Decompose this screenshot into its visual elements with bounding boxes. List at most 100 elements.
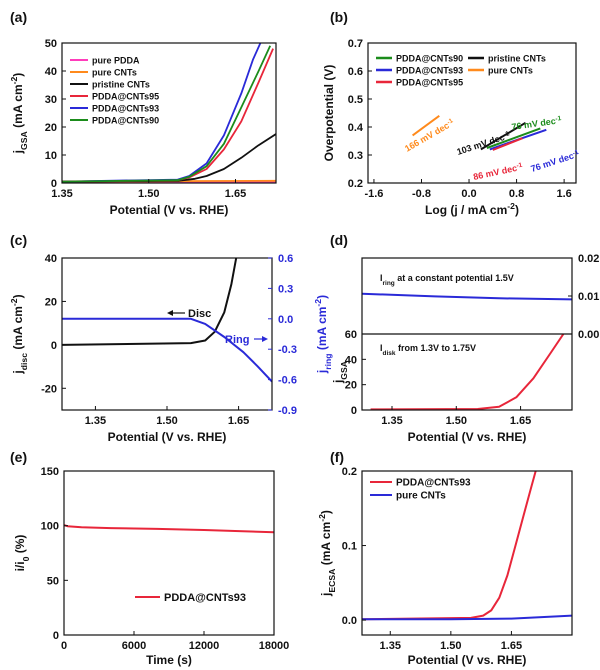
- x-axis-label: Time (s): [146, 653, 192, 667]
- x-axis-label: Potential (V vs. RHE): [108, 430, 227, 444]
- x-axis-tick-label: 1.35: [51, 188, 72, 200]
- x-axis-label: Log (j / mA cm-2): [425, 201, 519, 217]
- series-line: [362, 614, 572, 621]
- x-axis-tick-label: 1.65: [510, 415, 531, 427]
- y-axis-tick-label: 150: [41, 466, 59, 478]
- slope-annotation: 76 mV dec-1: [529, 148, 580, 174]
- legend-label: PDDA@CNTs90: [396, 54, 463, 64]
- legend-label: pure PDDA: [92, 56, 140, 66]
- y-axis-tick-label: 0: [53, 630, 59, 642]
- y-axis-top-tick-label: 0.01: [578, 291, 599, 303]
- legend-label: pristine CNTs: [488, 54, 546, 64]
- legend-label: pure CNTs: [488, 66, 533, 76]
- x-axis-tick-label: -1.6: [364, 188, 383, 200]
- x-axis-tick-label: 1.35: [380, 640, 401, 652]
- y-axis-tick-label: 10: [45, 150, 57, 162]
- y-axis-right-tick-label: -0.3: [278, 344, 297, 356]
- x-axis-tick-label: 1.50: [440, 640, 461, 652]
- y-axis-right-tick-label: 0.0: [278, 314, 293, 326]
- legend-label: pristine CNTs: [92, 80, 150, 90]
- panel-label: (a): [10, 9, 27, 25]
- x-axis-tick-label: 1.65: [228, 415, 249, 427]
- y-axis-tick-label: 30: [45, 94, 57, 106]
- ring-annotation: Iring at a constant potential 1.5V: [380, 273, 514, 287]
- panel-f: (f) 1.35 1.50 1.65 0.0 0.1 0.2 Potential (V vs.…: [317, 449, 573, 667]
- series-line: [492, 137, 523, 151]
- y-axis-tick-label: 50: [45, 38, 57, 50]
- legend-label: PDDA@CNTs93: [396, 66, 463, 76]
- legend-label: PDDA@CNTs95: [92, 92, 159, 102]
- panel-label: (b): [330, 9, 348, 25]
- y-axis-tick-label: 20: [45, 122, 57, 134]
- panel-label: (f): [330, 449, 344, 465]
- y-axis-tick-label: 0.4: [348, 122, 364, 134]
- x-axis-label: Potential (V vs. RHE): [408, 430, 527, 444]
- y-axis-right-label: jring (mA cm-2): [313, 295, 333, 374]
- plot-frame: [61, 42, 277, 184]
- y-axis-right-tick-label: -0.6: [278, 375, 297, 387]
- y-axis-tick-label: 0.2: [342, 466, 357, 478]
- y-axis-label: jECSA (mA cm-2): [317, 510, 337, 597]
- panel-label: (d): [330, 232, 348, 248]
- x-axis-tick-label: 1.65: [225, 188, 246, 200]
- y-axis-tick-label: 0.5: [348, 94, 363, 106]
- panel-b: (b) -1.6 -0.8 0.0 0.8 1.6 0.2 0.3 0.4 0.5 0.6 0.7 Lo…: [322, 9, 580, 217]
- x-axis-tick-label: 1.35: [85, 415, 106, 427]
- y-axis-top-tick-label: 0.02: [578, 253, 599, 265]
- plot-frame: [367, 42, 577, 184]
- y-axis-label: Overpotential (V): [322, 65, 336, 162]
- disc-annotation: Disc: [188, 308, 211, 320]
- y-axis-tick-label: 0.6: [348, 66, 363, 78]
- panel-label: (c): [10, 232, 27, 248]
- series-line: [362, 292, 572, 301]
- x-axis-tick-label: 6000: [122, 640, 146, 652]
- legend-label: PDDA@CNTs90: [92, 116, 159, 126]
- series-line: [62, 133, 276, 183]
- y-axis-left-label: jdisc (mA cm-2): [9, 294, 29, 374]
- x-axis-tick-label: 1.6: [556, 188, 571, 200]
- legend-label: PDDA@CNTs93: [92, 104, 159, 114]
- panel-label: (e): [10, 449, 27, 465]
- legend-label: pure CNTs: [92, 68, 137, 78]
- x-axis-label: Potential (V vs. RHE): [408, 653, 527, 667]
- x-axis-tick-label: 0.0: [461, 188, 476, 200]
- y-axis-left-tick-label: 0: [51, 340, 57, 352]
- y-axis-bottom-tick-label: 20: [345, 380, 357, 392]
- plot-frame: [361, 470, 573, 636]
- legend-label: PDDA@CNTs93: [164, 592, 246, 604]
- disk-annotation: Idisk from 1.3V to 1.75V: [380, 343, 476, 357]
- y-axis-left-tick-label: 40: [45, 253, 57, 265]
- y-axis-bottom-tick-label: 60: [345, 329, 357, 341]
- series-line: [62, 317, 272, 383]
- y-axis-bottom-tick-label: 40: [345, 354, 357, 366]
- panel-a: (a) 1.35 1.50 1.65 0 10 20 30 40 50 Potential (V v…: [9, 9, 277, 217]
- x-axis-tick-label: 1.50: [138, 188, 159, 200]
- y-axis-tick-label: 0.3: [348, 150, 363, 162]
- legend-label: PDDA@CNTs95: [396, 78, 463, 88]
- y-axis-left-tick-label: -20: [41, 383, 57, 395]
- ring-arrow-head: [262, 336, 268, 342]
- y-axis-bottom-tick-label: 0: [351, 405, 357, 417]
- x-axis-tick-label: 1.50: [446, 415, 467, 427]
- slope-annotation: 86 mV dec-1: [472, 161, 524, 182]
- series-line: [486, 127, 541, 149]
- y-axis-right-tick-label: 0.6: [278, 253, 293, 265]
- y-axis-label: i/i0 (%): [13, 535, 31, 572]
- y-axis-tick-label: 0.0: [342, 615, 357, 627]
- series-line: [62, 45, 272, 183]
- series-line: [62, 258, 238, 346]
- panel-e: (e) 0 6000 12000 18000 0 50 100 150 Time (s) i/i0 …: [10, 449, 289, 667]
- series-line: [412, 114, 440, 137]
- ring-annotation: Ring: [225, 334, 249, 346]
- series-line: [480, 121, 527, 151]
- disc-arrow-head: [167, 310, 173, 316]
- y-axis-top-tick-label: 0.00: [578, 329, 599, 341]
- y-axis-tick-label: 0.7: [348, 38, 363, 50]
- x-axis-tick-label: -0.8: [412, 188, 431, 200]
- x-axis-tick-label: 12000: [189, 640, 220, 652]
- y-axis-right-tick-label: -0.9: [278, 405, 297, 417]
- slope-annotation: 103 mV dec-1: [455, 130, 511, 157]
- y-axis-tick-label: 50: [47, 575, 59, 587]
- x-axis-tick-label: 1.35: [381, 415, 402, 427]
- x-axis-tick-label: 1.65: [501, 640, 522, 652]
